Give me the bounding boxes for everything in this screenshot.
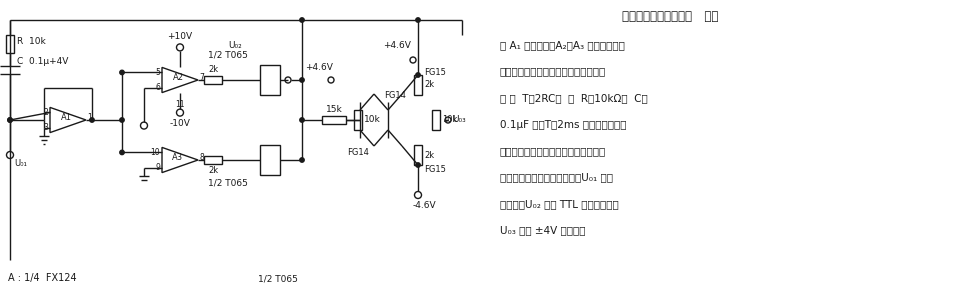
Text: +4.6V: +4.6V <box>305 63 333 72</box>
Circle shape <box>120 70 124 74</box>
Circle shape <box>328 77 334 83</box>
Bar <box>204 76 222 84</box>
Text: 三角波，U₀₂ 输出 TTL 电平矩形波，: 三角波，U₀₂ 输出 TTL 电平矩形波， <box>500 199 619 209</box>
Text: 精密限幅三角波发生器   电路: 精密限幅三角波发生器 电路 <box>621 10 718 23</box>
Bar <box>260 65 280 95</box>
Text: A3: A3 <box>173 153 183 162</box>
Text: +10V: +10V <box>168 32 193 41</box>
Text: 周 期  T＝2RC，  当  R＝10kΩ，  C＝: 周 期 T＝2RC， 当 R＝10kΩ， C＝ <box>500 93 648 103</box>
Circle shape <box>416 163 420 167</box>
Text: +4.6V: +4.6V <box>383 41 411 50</box>
Circle shape <box>415 192 422 198</box>
Text: 出接至触发器和电平转换电路。三角波: 出接至触发器和电平转换电路。三角波 <box>500 66 606 77</box>
Circle shape <box>300 118 304 122</box>
Text: FG15: FG15 <box>424 69 446 77</box>
Text: U₀₂: U₀₂ <box>228 41 242 50</box>
Text: R  10k: R 10k <box>17 38 45 46</box>
Text: 需要改变积分器的时间常数。U₀₁ 输出: 需要改变积分器的时间常数。U₀₁ 输出 <box>500 173 613 182</box>
Text: 1: 1 <box>87 113 92 122</box>
Text: U₀₃: U₀₃ <box>452 116 466 125</box>
Circle shape <box>300 158 304 162</box>
Text: 1/2 T065: 1/2 T065 <box>208 178 248 187</box>
Text: 2k: 2k <box>424 150 434 159</box>
Text: U₀₁: U₀₁ <box>14 159 27 168</box>
Bar <box>260 145 280 175</box>
Text: 6: 6 <box>155 83 160 92</box>
Circle shape <box>300 78 304 82</box>
Circle shape <box>416 18 420 22</box>
Circle shape <box>300 18 304 22</box>
Circle shape <box>445 117 451 123</box>
Circle shape <box>8 118 13 122</box>
Circle shape <box>7 151 14 159</box>
Text: A1: A1 <box>61 114 71 122</box>
Circle shape <box>410 57 416 63</box>
Circle shape <box>8 118 13 122</box>
Bar <box>6 35 14 53</box>
Circle shape <box>90 118 95 122</box>
Text: 10k: 10k <box>442 116 457 125</box>
Bar <box>322 116 346 124</box>
Text: 2k: 2k <box>207 166 218 175</box>
Text: 3: 3 <box>43 123 48 132</box>
Text: 1/2 T065: 1/2 T065 <box>208 51 248 60</box>
Text: 0.1μF 时，T＝2ms 。该电路不必调: 0.1μF 时，T＝2ms 。该电路不必调 <box>500 119 626 130</box>
Text: U₀₃ 输出 ±4V 的方波。: U₀₃ 输出 ±4V 的方波。 <box>500 226 586 235</box>
Circle shape <box>285 77 291 83</box>
Text: 10: 10 <box>151 148 160 157</box>
Text: 零，输出电平恒定。改变三角波周期只: 零，输出电平恒定。改变三角波周期只 <box>500 146 606 156</box>
Text: FG14: FG14 <box>384 91 406 100</box>
Text: FG14: FG14 <box>347 148 369 157</box>
Text: 15k: 15k <box>325 105 343 114</box>
Circle shape <box>177 109 183 116</box>
Bar <box>204 156 222 164</box>
Text: FG15: FG15 <box>424 164 446 173</box>
Text: 11: 11 <box>176 100 184 108</box>
Text: 中 A₁ 为积分器，A₂、A₃ 为限幅器。输: 中 A₁ 为积分器，A₂、A₃ 为限幅器。输 <box>500 40 625 50</box>
Text: 5: 5 <box>155 68 160 77</box>
Text: 1/2 T065: 1/2 T065 <box>258 274 298 283</box>
Text: A2: A2 <box>173 74 183 83</box>
Text: 2k: 2k <box>207 65 218 74</box>
Text: C  0.1μ+4V: C 0.1μ+4V <box>17 57 69 66</box>
Text: -10V: -10V <box>170 119 190 128</box>
Text: A : 1/4  FX124: A : 1/4 FX124 <box>8 273 76 283</box>
Circle shape <box>120 118 124 122</box>
Bar <box>354 110 362 130</box>
Text: 7: 7 <box>199 72 204 81</box>
Circle shape <box>177 44 183 51</box>
Circle shape <box>416 73 420 77</box>
Bar <box>414 75 422 95</box>
Bar <box>414 145 422 165</box>
Text: 2: 2 <box>43 108 48 117</box>
Text: -4.6V: -4.6V <box>413 201 436 210</box>
Bar <box>432 110 440 130</box>
Text: 2k: 2k <box>424 80 434 89</box>
Text: 8: 8 <box>199 153 204 162</box>
Text: 9: 9 <box>155 163 160 172</box>
Circle shape <box>141 122 148 129</box>
Circle shape <box>120 150 124 155</box>
Text: 10k: 10k <box>364 116 381 125</box>
